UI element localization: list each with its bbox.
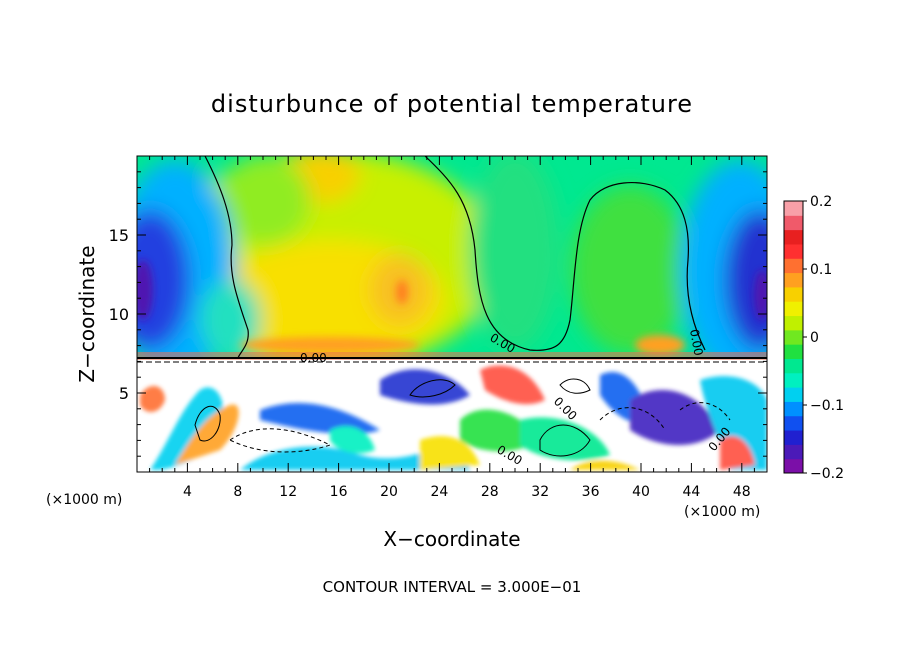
colorbar-swatch: [784, 215, 803, 231]
x-tick-label: 40: [632, 484, 650, 500]
colorbar-tick-label: 0.2: [810, 194, 832, 210]
lower-field: [137, 358, 767, 472]
upper-field-detail: [137, 260, 767, 355]
colorbar-swatch: [784, 372, 803, 388]
colorbar-swatch: [784, 358, 803, 374]
colorbar-tick-label: −0.2: [810, 466, 844, 482]
x-tick-label: 8: [233, 484, 242, 500]
contour-label: 0.00: [300, 351, 327, 365]
colorbar: 0.2 0.1 0 −0.1 −0.2: [783, 194, 844, 482]
chart-title: disturbunce of potential temperature: [211, 90, 693, 118]
colorbar-swatch: [784, 458, 803, 474]
contour-interval-note: CONTOUR INTERVAL = 3.000E−01: [323, 578, 582, 596]
x-unit-label: (×1000 m): [46, 492, 122, 508]
lower-contours: [194, 378, 731, 457]
colorbar-tick-label: 0.1: [810, 262, 832, 278]
x-unit-label-right: (×1000 m): [684, 504, 760, 520]
x-axis-title: X−coordinate: [383, 527, 520, 551]
y-axis-title: Z−coordinate: [75, 245, 99, 382]
colorbar-swatch: [784, 329, 803, 345]
x-tick-label: 48: [733, 484, 751, 500]
x-tick-label: 12: [279, 484, 297, 500]
x-tick-label: 32: [531, 484, 549, 500]
colorbar-swatch: [784, 444, 803, 460]
inversion-band: [137, 352, 767, 360]
colorbar-tick-label: 0: [810, 330, 819, 346]
colorbar-swatch: [784, 272, 803, 288]
upper-field: [137, 156, 767, 380]
colorbar-swatch: [784, 315, 803, 331]
colorbar-swatch: [784, 430, 803, 445]
x-axis: 4 8 12 16 20 24 28 32 36 40 44 48: [149, 156, 755, 500]
colorbar-swatch: [784, 201, 803, 216]
x-tick-label: 20: [380, 484, 398, 500]
x-tick-label: 4: [183, 484, 192, 500]
x-tick-label: 44: [682, 484, 700, 500]
colorbar-swatch: [784, 301, 803, 317]
y-axis: 5 10 15: [109, 171, 767, 457]
colorbar-swatch: [784, 401, 803, 417]
plot-area: [137, 156, 767, 472]
x-tick-label: 24: [430, 484, 448, 500]
x-tick-label: 16: [330, 484, 348, 500]
x-tick-label: 36: [582, 484, 600, 500]
colorbar-swatch: [784, 344, 803, 359]
colorbar-swatch: [784, 258, 803, 274]
colorbar-swatch: [784, 415, 803, 431]
colorbar-swatch: [784, 387, 803, 402]
colorbar-tick-label: −0.1: [810, 398, 844, 414]
upper-contours: [204, 156, 706, 359]
colorbar-swatch: [784, 229, 803, 245]
colorbar-swatch: [784, 243, 803, 259]
contour-label: 0.00: [687, 328, 705, 357]
y-tick-label: 5: [119, 384, 129, 403]
y-tick-label: 15: [109, 226, 129, 245]
x-tick-label: 28: [481, 484, 499, 500]
y-tick-label: 10: [109, 305, 129, 324]
colorbar-swatch: [784, 286, 803, 302]
